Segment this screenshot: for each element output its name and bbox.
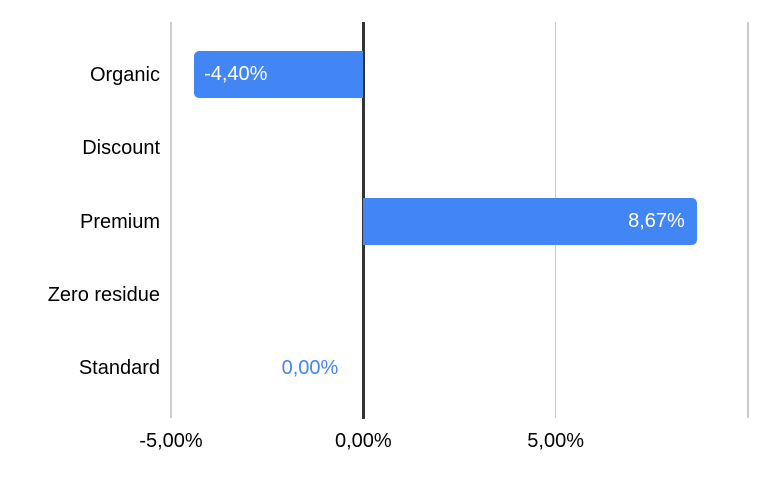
x-tick-label: -5,00% — [139, 430, 203, 452]
gridline — [170, 22, 172, 418]
category-label-discount: Discount — [82, 137, 160, 159]
x-tick-label: 0,00% — [334, 430, 392, 452]
category-label-organic: Organic — [89, 63, 160, 86]
bar-data-label: 8,67% — [628, 210, 685, 232]
bar-data-label: -4,40% — [204, 63, 268, 85]
category-label-standard: Standard — [78, 357, 160, 379]
category-label-premium: Premium — [79, 210, 160, 233]
bar-premium[interactable]: 8,67% — [363, 198, 697, 245]
x-tick-label: 5,00% — [527, 430, 585, 452]
category-label-zero-residue: Zero residue — [47, 284, 160, 306]
gridline — [747, 22, 749, 418]
bar-data-label-standard: 0,00% — [281, 357, 339, 379]
bar-organic[interactable]: -4,40% — [194, 51, 364, 98]
